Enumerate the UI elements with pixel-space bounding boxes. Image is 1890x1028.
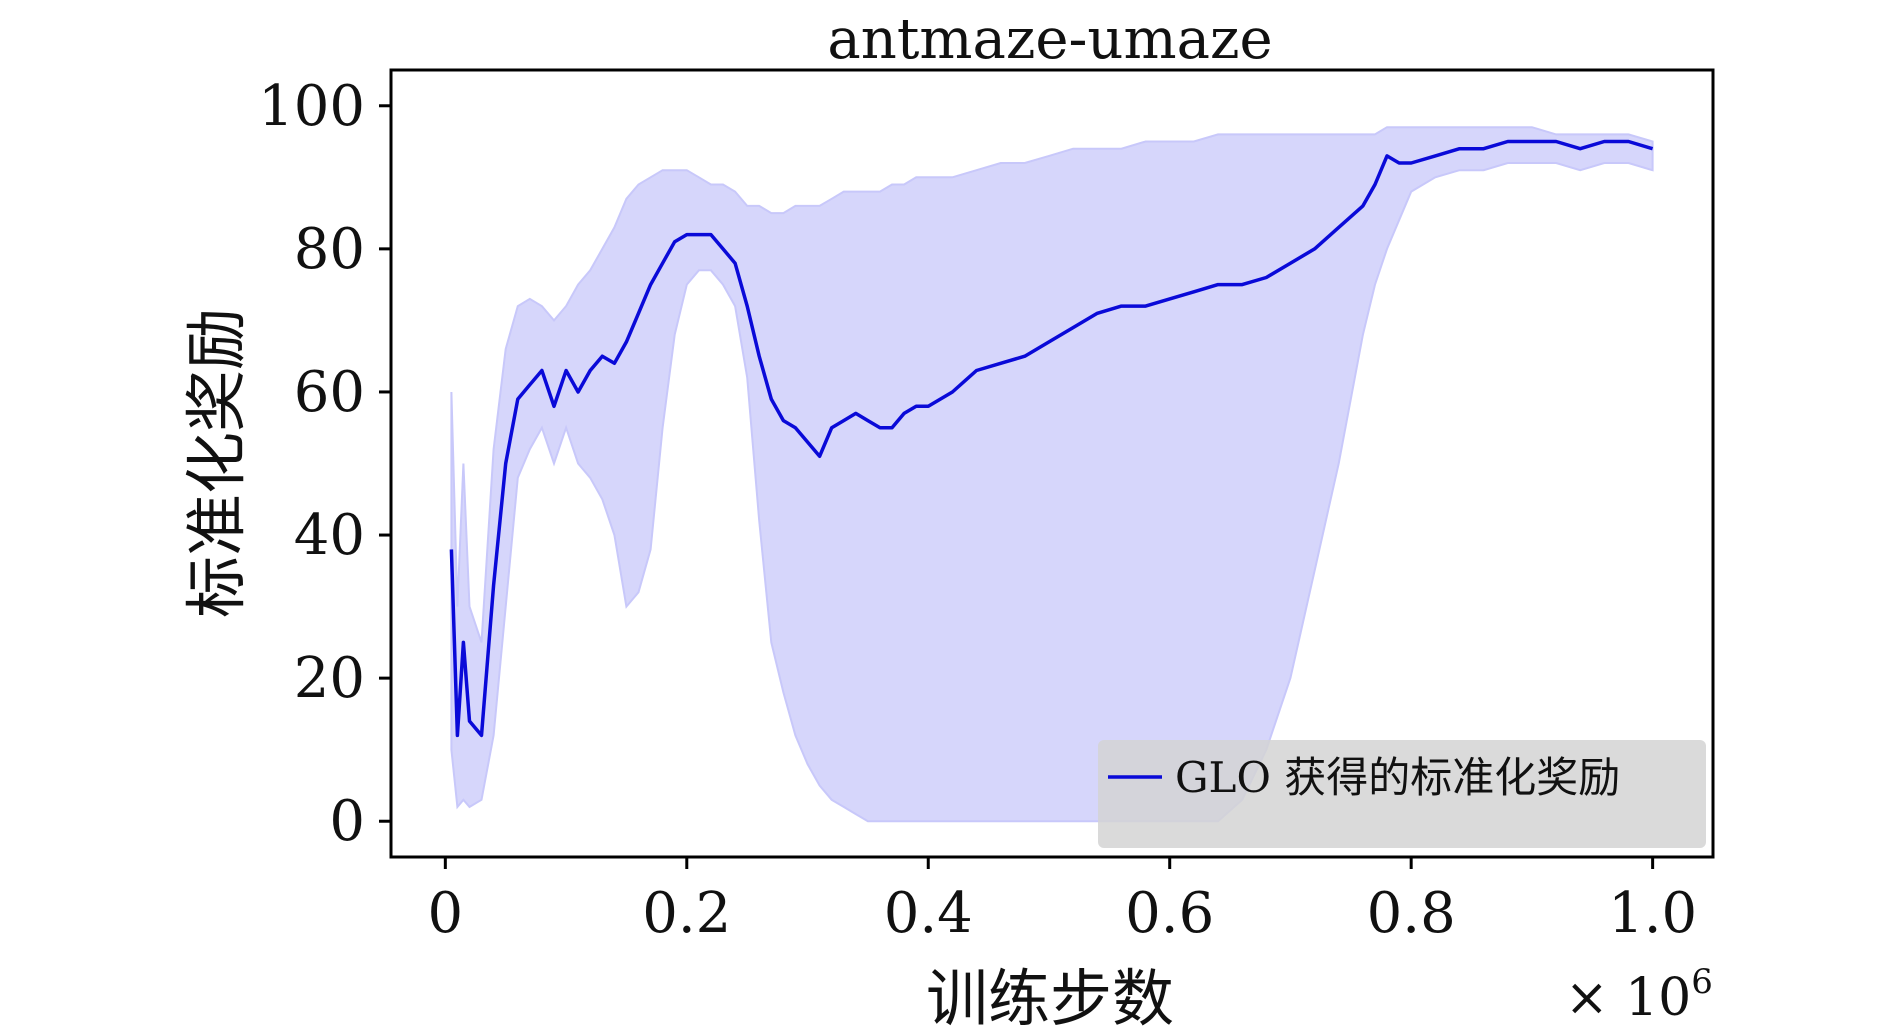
plot-frame — [389, 68, 1715, 859]
x-tick-label: 1.0 — [1608, 881, 1697, 946]
y-tick-label: 100 — [258, 74, 365, 139]
series-line — [449, 139, 1654, 738]
x-axis-multiplier: × 106 — [1565, 962, 1713, 1028]
chart-title: antmaze-umaze — [827, 7, 1272, 72]
y-tick-label: 40 — [294, 503, 365, 568]
y-tick-label: 20 — [294, 646, 365, 711]
legend-box — [1098, 740, 1706, 848]
y-tick-label: 80 — [294, 217, 365, 282]
x-axis-label: 训练步数 — [926, 962, 1174, 1028]
plot-area — [449, 126, 1654, 823]
legend: GLO 获得的标准化奖励 — [1098, 740, 1706, 848]
y-tick-label: 60 — [294, 360, 365, 425]
y-axis-label: 标准化奖励 — [180, 308, 253, 618]
x-axis: 0 0.2 0.4 0.6 0.8 1.0 — [428, 857, 1697, 946]
y-axis: 0 20 40 60 80 100 — [258, 74, 391, 854]
y-tick-label: 0 — [329, 789, 365, 854]
series-std-band — [450, 126, 1654, 823]
x-multiplier-base: × 10 — [1565, 968, 1691, 1028]
x-tick-label: 0.6 — [1125, 881, 1214, 946]
x-tick-label: 0.2 — [642, 881, 731, 946]
x-tick-label: 0 — [428, 881, 464, 946]
x-tick-label: 0.8 — [1367, 881, 1456, 946]
x-tick-label: 0.4 — [884, 881, 973, 946]
x-multiplier-exponent: 6 — [1691, 962, 1713, 1002]
legend-label: GLO 获得的标准化奖励 — [1175, 753, 1620, 802]
